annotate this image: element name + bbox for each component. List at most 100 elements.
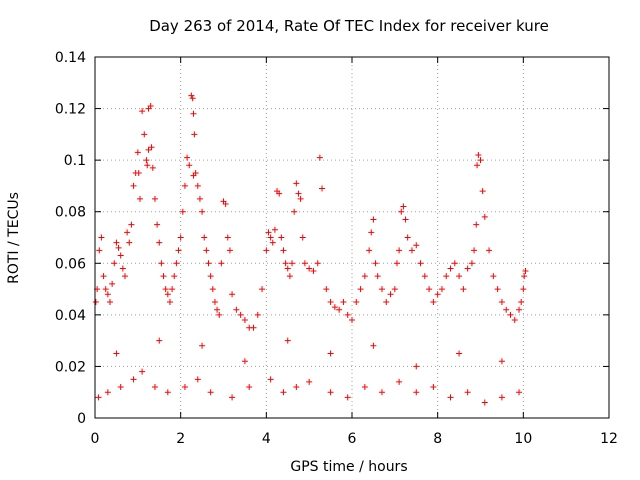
data-point: [438, 286, 445, 293]
data-point: [490, 273, 497, 280]
data-point: [481, 399, 488, 406]
data-point: [141, 131, 148, 138]
data-point: [214, 306, 221, 313]
data-point: [456, 350, 463, 357]
data-point: [241, 358, 248, 365]
data-point: [327, 389, 334, 396]
data-point: [286, 273, 293, 280]
data-point: [319, 185, 326, 192]
data-point: [164, 291, 171, 298]
data-point: [289, 260, 296, 267]
data-point: [447, 265, 454, 272]
data-point: [434, 291, 441, 298]
y-tick-label: 0.08: [55, 205, 86, 221]
data-point: [115, 244, 122, 251]
data-point: [310, 268, 317, 275]
y-tick-label: 0.12: [55, 102, 86, 118]
data-point: [188, 92, 195, 99]
data-point: [374, 273, 381, 280]
data-point: [507, 311, 514, 318]
data-point: [158, 260, 165, 267]
data-point: [199, 342, 206, 349]
data-point: [224, 234, 231, 241]
data-point: [147, 102, 154, 109]
data-point: [336, 306, 343, 313]
data-point: [278, 234, 285, 241]
x-tick-label: 10: [514, 431, 532, 447]
data-point: [267, 376, 274, 383]
data-point: [181, 182, 188, 189]
data-point: [149, 164, 156, 171]
data-point: [173, 260, 180, 267]
grid-lines: [95, 57, 609, 418]
data-point: [226, 247, 233, 254]
data-point: [191, 131, 198, 138]
data-point: [104, 389, 111, 396]
data-point: [282, 260, 289, 267]
data-point: [413, 242, 420, 249]
data-point: [494, 286, 501, 293]
data-point: [164, 389, 171, 396]
data-point: [269, 239, 276, 246]
data-point: [323, 286, 330, 293]
data-point: [130, 182, 137, 189]
data-point: [306, 378, 313, 385]
data-point: [498, 358, 505, 365]
data-point: [126, 239, 133, 246]
data-point: [194, 376, 201, 383]
data-point: [139, 108, 146, 115]
data-point: [378, 286, 385, 293]
data-point: [201, 234, 208, 241]
data-point: [430, 298, 437, 305]
data-point: [400, 203, 407, 210]
data-point: [331, 304, 338, 311]
data-point: [104, 291, 111, 298]
data-point: [340, 298, 347, 305]
y-tick-label: 0.1: [64, 153, 86, 169]
data-point: [280, 247, 287, 254]
data-point: [327, 350, 334, 357]
data-point: [162, 286, 169, 293]
data-point: [516, 389, 523, 396]
data-point: [413, 389, 420, 396]
data-point: [156, 239, 163, 246]
data-points: [92, 92, 529, 406]
x-tick-label: 0: [91, 431, 100, 447]
data-point: [119, 265, 126, 272]
data-point: [100, 273, 107, 280]
data-point: [301, 260, 308, 267]
data-point: [280, 389, 287, 396]
data-point: [344, 394, 351, 401]
data-point: [233, 306, 240, 313]
data-point: [96, 247, 103, 254]
data-point: [344, 311, 351, 318]
data-point: [136, 195, 143, 202]
data-point: [430, 384, 437, 391]
data-point: [314, 260, 321, 267]
data-point: [481, 213, 488, 220]
data-point: [284, 337, 291, 344]
data-point: [95, 394, 102, 401]
data-point: [464, 389, 471, 396]
chart-title: Day 263 of 2014, Rate Of TEC Index for r…: [149, 17, 549, 35]
data-point: [117, 252, 124, 259]
data-point: [265, 229, 272, 236]
data-point: [117, 384, 124, 391]
data-point: [299, 234, 306, 241]
data-point: [186, 162, 193, 169]
data-point: [393, 260, 400, 267]
x-axis-label: GPS time / hours: [290, 459, 407, 475]
data-point: [203, 247, 210, 254]
data-point: [267, 234, 274, 241]
data-point: [151, 195, 158, 202]
data-point: [370, 342, 377, 349]
data-point: [98, 234, 105, 241]
data-point: [293, 384, 300, 391]
data-point: [396, 247, 403, 254]
data-point: [113, 239, 120, 246]
data-point: [464, 265, 471, 272]
data-point: [383, 298, 390, 305]
data-point: [184, 154, 191, 161]
data-point: [175, 247, 182, 254]
